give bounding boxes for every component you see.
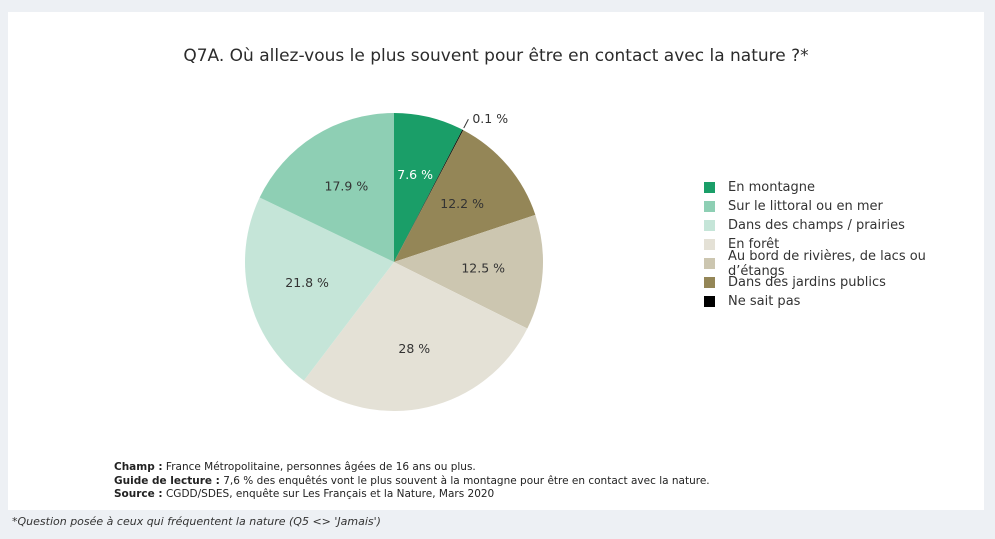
- slice-label: 7.6 %: [397, 167, 433, 182]
- note-guide-text: 7,6 % des enquêtés vont le plus souvent …: [219, 474, 710, 487]
- legend-label: Ne sait pas: [728, 294, 801, 309]
- legend-swatch: [704, 296, 715, 307]
- legend-item: Au bord de rivières, de lacs ou d’étangs: [704, 249, 984, 279]
- slice-label: 21.8 %: [285, 275, 329, 290]
- legend-swatch: [704, 220, 715, 231]
- chart-title: Q7A. Où allez-vous le plus souvent pour …: [183, 46, 809, 66]
- legend-label: Sur le littoral ou en mer: [728, 199, 883, 214]
- note-source: Source : CGDD/SDES, enquête sur Les Fran…: [114, 488, 710, 502]
- legend-item: Dans des jardins publics: [704, 273, 984, 292]
- legend-swatch: [704, 182, 715, 193]
- legend: En montagne Sur le littoral ou en mer Dans…: [704, 178, 984, 311]
- pie-slice-dans-des-jardins-publics: [394, 130, 536, 262]
- slice-label: 12.2 %: [440, 196, 484, 211]
- legend-label: En montagne: [728, 180, 815, 195]
- pie-slice-ne-sait-pas: [394, 129, 464, 262]
- note-source-text: CGDD/SDES, enquête sur Les Français et l…: [162, 488, 495, 500]
- note-guide-label: Guide de lecture :: [114, 474, 220, 487]
- legend-item: Sur le littoral ou en mer: [704, 197, 984, 216]
- legend-swatch: [704, 239, 715, 250]
- slice-label: 0.1 %: [472, 111, 508, 126]
- legend-label: Dans des champs / prairies: [728, 218, 905, 233]
- chart-notes: Champ : France Métropolitaine, personnes…: [114, 461, 710, 502]
- pie-slice-sur-le-littoral-ou-en-mer: [259, 113, 394, 262]
- pie-leader-line: [463, 118, 469, 129]
- legend-label: Dans des jardins publics: [728, 275, 886, 290]
- footnote: *Question posée à ceux qui fréquentent l…: [12, 515, 381, 528]
- note-source-label: Source :: [114, 488, 163, 500]
- slice-label: 12.5 %: [461, 260, 505, 275]
- note-champ-label: Champ :: [114, 461, 163, 473]
- pie-slice-dans-des-champs-prairies: [245, 197, 394, 381]
- note-guide: Guide de lecture : 7,6 % des enquêtés vo…: [114, 475, 710, 489]
- slice-label: 17.9 %: [325, 178, 369, 193]
- legend-item: Ne sait pas: [704, 292, 984, 311]
- legend-item: Dans des champs / prairies: [704, 216, 984, 235]
- note-champ-text: France Métropolitaine, personnes âgées d…: [162, 461, 476, 473]
- pie-slice-en-montagne: [394, 113, 463, 262]
- legend-swatch: [704, 277, 715, 288]
- note-champ: Champ : France Métropolitaine, personnes…: [114, 461, 710, 475]
- legend-swatch: [704, 201, 715, 212]
- legend-item: En forêt: [704, 235, 984, 254]
- legend-swatch: [704, 258, 715, 269]
- chart-card: Q7A. Où allez-vous le plus souvent pour …: [8, 12, 984, 510]
- pie-slice-en-foret: [303, 262, 528, 411]
- pie-slice-au-bord-de-rivieres-de-lacs-ou-d-etangs: [394, 214, 543, 329]
- legend-item: En montagne: [704, 178, 984, 197]
- slice-label: 28 %: [398, 341, 430, 356]
- legend-label: En forêt: [728, 237, 780, 252]
- pie-chart: 7.6 % 0.1 % 12.2 % 12.5 % 28 % 21.8 % 17.9 %: [245, 111, 543, 411]
- legend-label: Au bord de rivières, de lacs ou d’étangs: [728, 248, 926, 279]
